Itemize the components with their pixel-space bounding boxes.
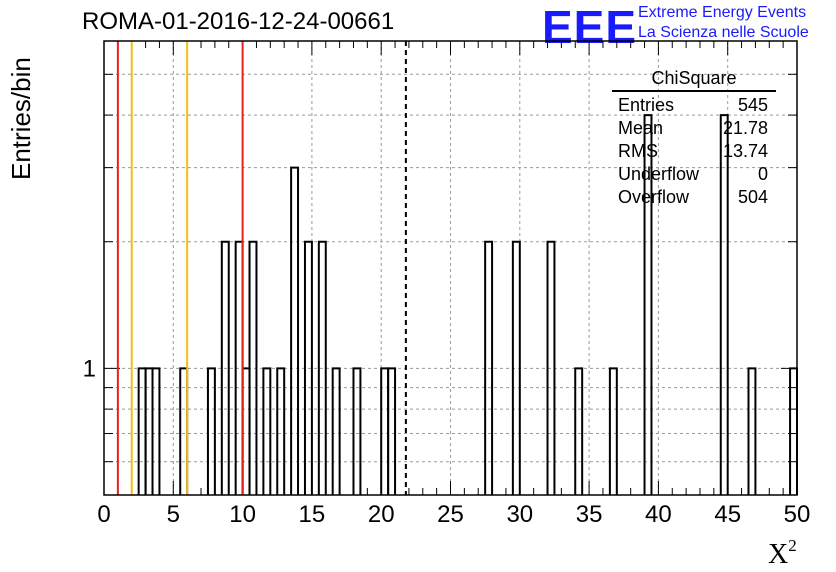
- histogram-bin: [747, 367, 757, 495]
- logo-subtitle-line1: Extreme Energy Events: [638, 4, 807, 21]
- histogram-bin: [546, 240, 556, 495]
- x-axis-label: X2: [768, 536, 797, 571]
- logo-subtitle-line2: La Scienza nelle Scuole: [638, 24, 809, 41]
- plot-frame: [103, 40, 798, 496]
- histogram-bin: [331, 367, 341, 495]
- stats-label: RMS: [618, 141, 658, 161]
- histogram-bin: [484, 240, 494, 495]
- histogram-bin: [220, 240, 230, 495]
- x-tick-label: 5: [167, 501, 180, 528]
- stats-value: 0: [757, 164, 768, 184]
- x-tick-label: 20: [368, 501, 395, 528]
- histogram-bin: [352, 367, 362, 495]
- x-tick-label: 50: [784, 501, 811, 528]
- x-tick-label: 10: [229, 501, 256, 528]
- y-tick-label: 1: [83, 355, 96, 382]
- stats-box: ChiSquare Entries 545 Mean 21.78 RMS 13.…: [612, 68, 776, 209]
- histogram-bin: [248, 240, 258, 495]
- histogram-bin: [206, 367, 216, 495]
- histogram-bin: [608, 367, 618, 495]
- histogram-bin: [387, 367, 397, 495]
- stats-value: 545: [737, 95, 768, 115]
- histogram-bin: [719, 114, 729, 495]
- histogram-bin: [317, 240, 327, 495]
- histogram-bin: [276, 367, 286, 495]
- histogram-bin: [303, 240, 313, 495]
- stats-label: Underflow: [618, 164, 700, 184]
- eee-logo: EEE Extreme Energy Events La Scienza nel…: [542, 1, 832, 53]
- stats-row-overflow: Overflow 504: [612, 186, 776, 209]
- x-tick-label: 45: [714, 501, 741, 528]
- run-title: ROMA-01-2016-12-24-00661: [82, 8, 395, 35]
- histogram-bin: [511, 240, 521, 495]
- stats-title: ChiSquare: [612, 68, 776, 92]
- x-tick-label: 30: [506, 501, 533, 528]
- x-axis-label-superscript: 2: [788, 536, 797, 555]
- x-tick-label: 25: [437, 501, 464, 528]
- x-tick-label: 0: [97, 501, 110, 528]
- stats-value: 504: [737, 187, 768, 207]
- x-tick-label: 35: [576, 501, 603, 528]
- stats-row-underflow: Underflow 0: [612, 163, 776, 186]
- stats-label: Overflow: [618, 187, 690, 207]
- histogram-bin: [574, 367, 584, 495]
- stats-label: Entries: [618, 95, 675, 115]
- stats-value: 21.78: [722, 118, 768, 138]
- histogram-bin: [151, 367, 161, 495]
- stats-row-entries: Entries 545: [612, 94, 776, 117]
- histogram-bin: [643, 114, 653, 495]
- x-tick-label: 40: [645, 501, 672, 528]
- histogram-bin: [262, 367, 272, 495]
- x-tick-label: 15: [299, 501, 326, 528]
- y-axis-label: Entries/bin: [6, 57, 36, 180]
- x-axis-label-base: X: [768, 539, 789, 570]
- stats-label: Mean: [618, 118, 664, 138]
- stats-row-mean: Mean 21.78: [612, 117, 776, 140]
- stats-row-rms: RMS 13.74: [612, 140, 776, 163]
- stats-value: 13.74: [722, 141, 768, 161]
- histogram-bin: [290, 166, 300, 495]
